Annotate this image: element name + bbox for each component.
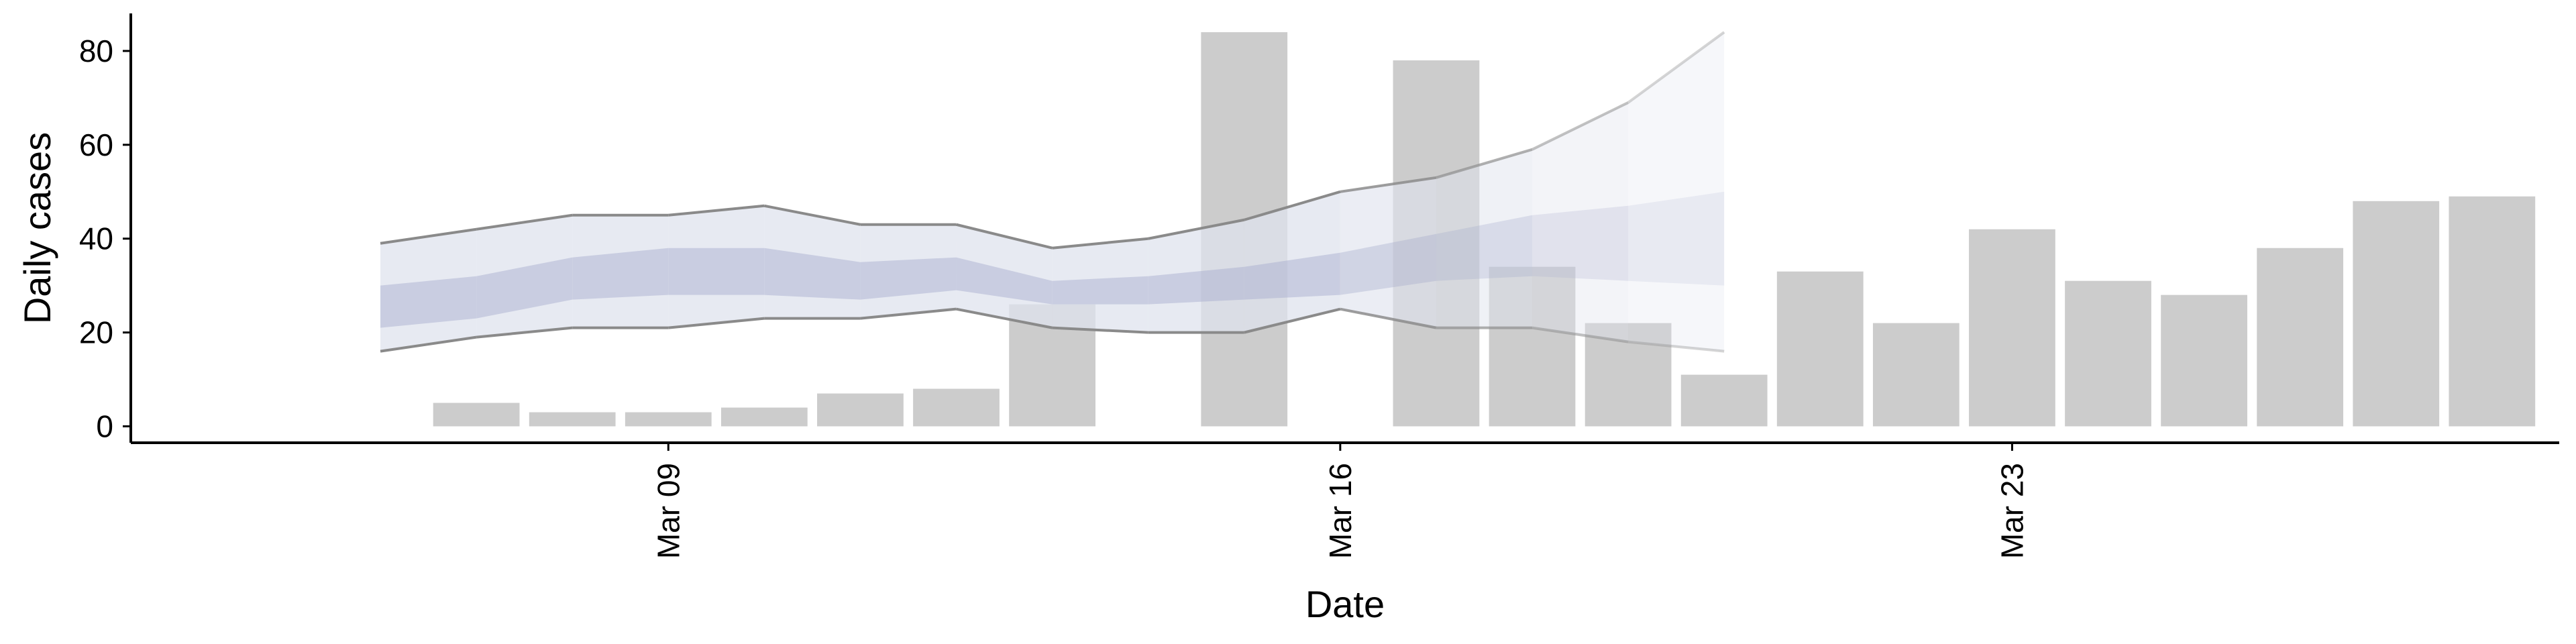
forecast-outer-band-segment	[1436, 149, 1533, 328]
lower-bound-line-segment	[668, 317, 765, 329]
bar-12	[913, 388, 1000, 427]
y-tick-label-60: 60	[79, 127, 113, 162]
lower-bound-line-segment	[1627, 340, 1725, 353]
bar-24	[2065, 280, 2151, 427]
bar-25	[2161, 294, 2247, 427]
forecast-inner-band-segment	[860, 257, 957, 300]
bar-21	[1776, 271, 1864, 427]
forecast-outer-band-segment	[764, 205, 861, 319]
bar-20	[1680, 374, 1768, 427]
axes-layer: 0 20 40 60 80 Mar 09 Mar 16 Mar 23 Date Daily …	[16, 13, 2559, 625]
forecast-inner-band-segment	[572, 248, 669, 300]
forecast-outer-band-segment	[1340, 177, 1436, 328]
x-tick-label: Mar 23	[1994, 463, 2029, 559]
forecast-inner-band-segment	[380, 276, 477, 328]
bar-11	[817, 393, 904, 427]
forecast-outer-band-segment	[956, 224, 1053, 328]
forecast-outer-band-segment	[1148, 219, 1244, 333]
bar-26	[2257, 248, 2344, 427]
forecast-inner-band-segment	[764, 248, 861, 300]
y-tick-label-0: 0	[96, 409, 113, 444]
forecast-inner-band-segment	[668, 248, 765, 295]
forecast-outer-band-segment	[572, 215, 669, 328]
x-ticks: Mar 09 Mar 16 Mar 23	[651, 443, 2029, 559]
bar-23	[1969, 229, 2055, 427]
upper-bound-line-segment	[956, 223, 1053, 250]
upper-bound-line-segment	[1244, 190, 1341, 221]
lower-bound-line-segment	[956, 307, 1053, 329]
forecast-outer-band-segment	[1244, 191, 1340, 333]
lower-bound-line-segment	[380, 335, 477, 353]
y-tick-label-80: 80	[79, 34, 113, 68]
forecast-inner-band-segment	[1244, 252, 1340, 300]
forecast-outer-band-segment	[1052, 238, 1148, 333]
bar-22	[1872, 323, 1960, 427]
forecast-outer-band-segment	[1532, 102, 1629, 342]
forecast-outer-band-segment	[1628, 32, 1725, 352]
y-ticks: 0 20 40 60 80	[79, 34, 131, 444]
upper-bound-line-segment	[668, 204, 765, 217]
x-tick-label: Mar 09	[651, 463, 686, 559]
upper-bound-line-segment	[763, 204, 861, 226]
forecast-inner-band-segment	[1628, 191, 1725, 286]
forecast-bands-layer	[380, 31, 1725, 353]
forecast-inner-band-segment	[1148, 266, 1244, 305]
upper-bound-line-segment	[380, 227, 477, 245]
bar-8	[529, 412, 616, 427]
bar-19	[1585, 323, 1672, 427]
upper-bound-line-segment	[1627, 31, 1725, 104]
lower-bound-line-segment	[1244, 307, 1341, 334]
forecast-inner-band-segment	[1436, 215, 1533, 281]
upper-bound-line-segment	[1148, 218, 1245, 240]
forecast-inner-band-segment	[1340, 233, 1436, 295]
y-axis-title: Daily cases	[16, 132, 58, 324]
forecast-outer-band-segment	[860, 224, 957, 319]
y-tick-label-40: 40	[79, 221, 113, 256]
forecast-inner-band-segment	[1532, 205, 1629, 281]
upper-bound-line-segment	[1532, 101, 1629, 151]
lower-bound-line-segment	[1340, 307, 1437, 329]
lower-bound-line-segment	[1052, 326, 1148, 334]
bar-28	[2449, 196, 2536, 427]
bar-9	[625, 412, 712, 427]
bar-7	[433, 402, 520, 427]
lower-bound-line-segment	[860, 307, 957, 320]
upper-bound-line-segment	[1436, 148, 1533, 179]
forecast-outer-band-segment	[476, 215, 573, 337]
bar-27	[2353, 201, 2440, 427]
bar-10	[720, 407, 808, 427]
y-tick-label-20: 20	[79, 315, 113, 350]
x-axis-title: Date	[1305, 583, 1385, 625]
x-tick-label: Mar 16	[1323, 463, 1358, 559]
forecast-inner-band-segment	[476, 257, 573, 319]
forecast-outer-band-segment	[668, 205, 765, 328]
forecast-inner-band-segment	[956, 257, 1053, 305]
upper-bound-line-segment	[476, 213, 573, 231]
forecast-outer-band-segment	[380, 229, 477, 352]
upper-bound-line-segment	[1340, 176, 1437, 193]
upper-bound-line-segment	[1052, 237, 1148, 250]
lower-bound-line-segment	[1532, 326, 1629, 343]
forecast-inner-band-segment	[1052, 276, 1148, 305]
lower-bound-line-segment	[476, 326, 573, 339]
